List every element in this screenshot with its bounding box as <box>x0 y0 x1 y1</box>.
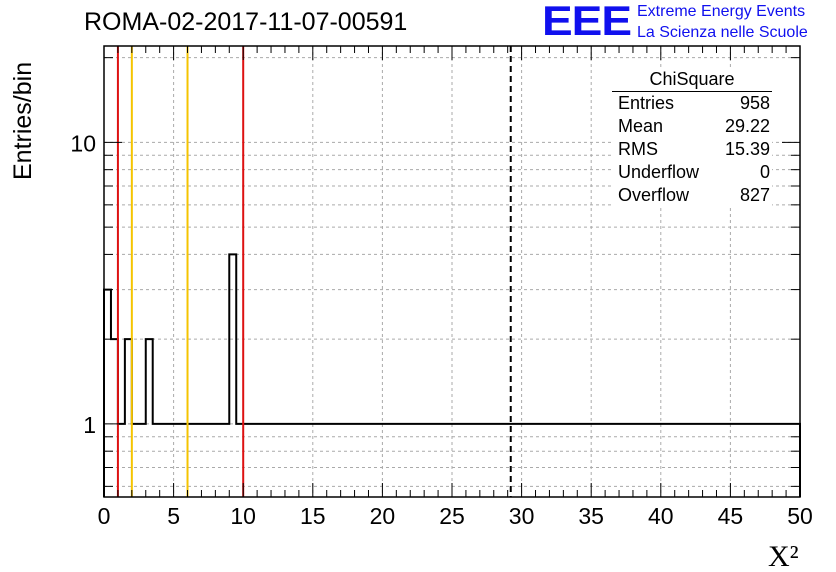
x-tick-label: 30 <box>509 503 535 529</box>
stats-row-rms: RMS 15.39 <box>612 138 772 161</box>
stats-value: 958 <box>739 93 770 113</box>
x-axis-label: X² <box>768 540 799 572</box>
x-tick-label: 10 <box>230 503 256 529</box>
histogram-outline <box>103 253 801 497</box>
stats-label: RMS <box>618 139 658 159</box>
x-tick-label: 15 <box>300 503 326 529</box>
stats-row-entries: Entries 958 <box>612 92 772 115</box>
stats-value: 15.39 <box>724 139 770 159</box>
stats-value: 827 <box>739 185 770 205</box>
x-tick-label: 50 <box>787 503 813 529</box>
stats-label: Overflow <box>618 185 690 205</box>
logo-line-1: Extreme Energy Events <box>637 3 806 20</box>
x-tick-label: 0 <box>98 503 111 529</box>
reference-lines <box>116 46 512 497</box>
x-tick-label: 20 <box>370 503 396 529</box>
x-tick-label: 40 <box>648 503 674 529</box>
stats-value: 29.22 <box>724 116 770 136</box>
stats-label: Underflow <box>618 162 700 182</box>
stats-label: Mean <box>618 116 664 136</box>
run-title: ROMA-02-2017-11-07-00591 <box>84 8 408 36</box>
histogram-bars <box>103 253 801 497</box>
x-tick-label: 25 <box>439 503 465 529</box>
stats-box: ChiSquare Entries 958 Mean 29.22 RMS 15.… <box>612 67 772 207</box>
stats-row-underflow: Underflow 0 <box>612 161 772 184</box>
x-tick-label: 5 <box>167 503 180 529</box>
stats-divider <box>612 91 772 92</box>
logo-line-2: La Scienza nelle Scuole <box>637 24 808 41</box>
stats-row-mean: Mean 29.22 <box>612 115 772 138</box>
x-tick-label: 35 <box>578 503 604 529</box>
stats-value: 0 <box>759 162 770 182</box>
x-tick-label: 45 <box>718 503 744 529</box>
stats-row-overflow: Overflow 827 <box>612 184 772 207</box>
stats-label: Entries <box>618 93 675 113</box>
y-axis-label: Entries/bin <box>9 62 37 180</box>
stats-title: ChiSquare <box>649 69 735 89</box>
eee-logo: EEE <box>542 0 632 45</box>
y-tick-label: 10 <box>70 130 96 156</box>
axes: 0 5 10 15 20 25 30 35 40 45 50 1 10 <box>70 45 813 529</box>
y-tick-label: 1 <box>83 412 96 438</box>
